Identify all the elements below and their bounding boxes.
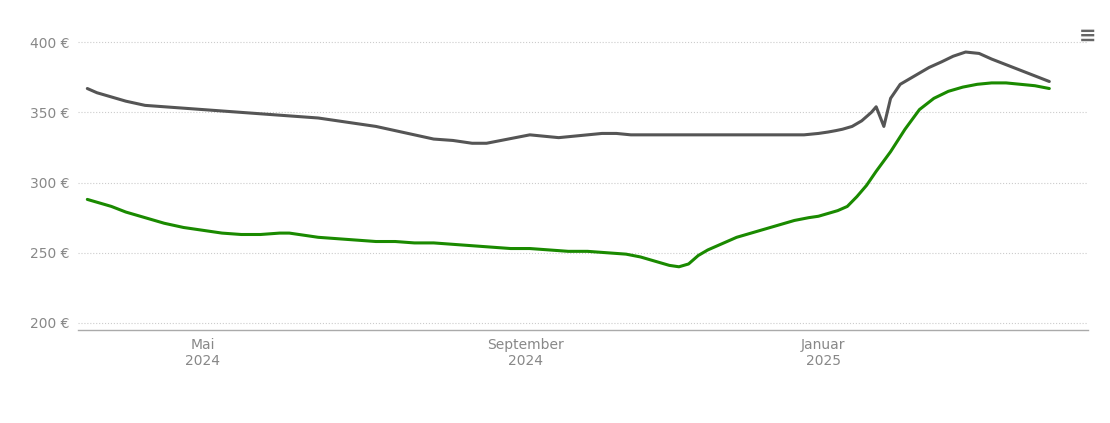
Text: ≡: ≡: [1079, 25, 1097, 45]
